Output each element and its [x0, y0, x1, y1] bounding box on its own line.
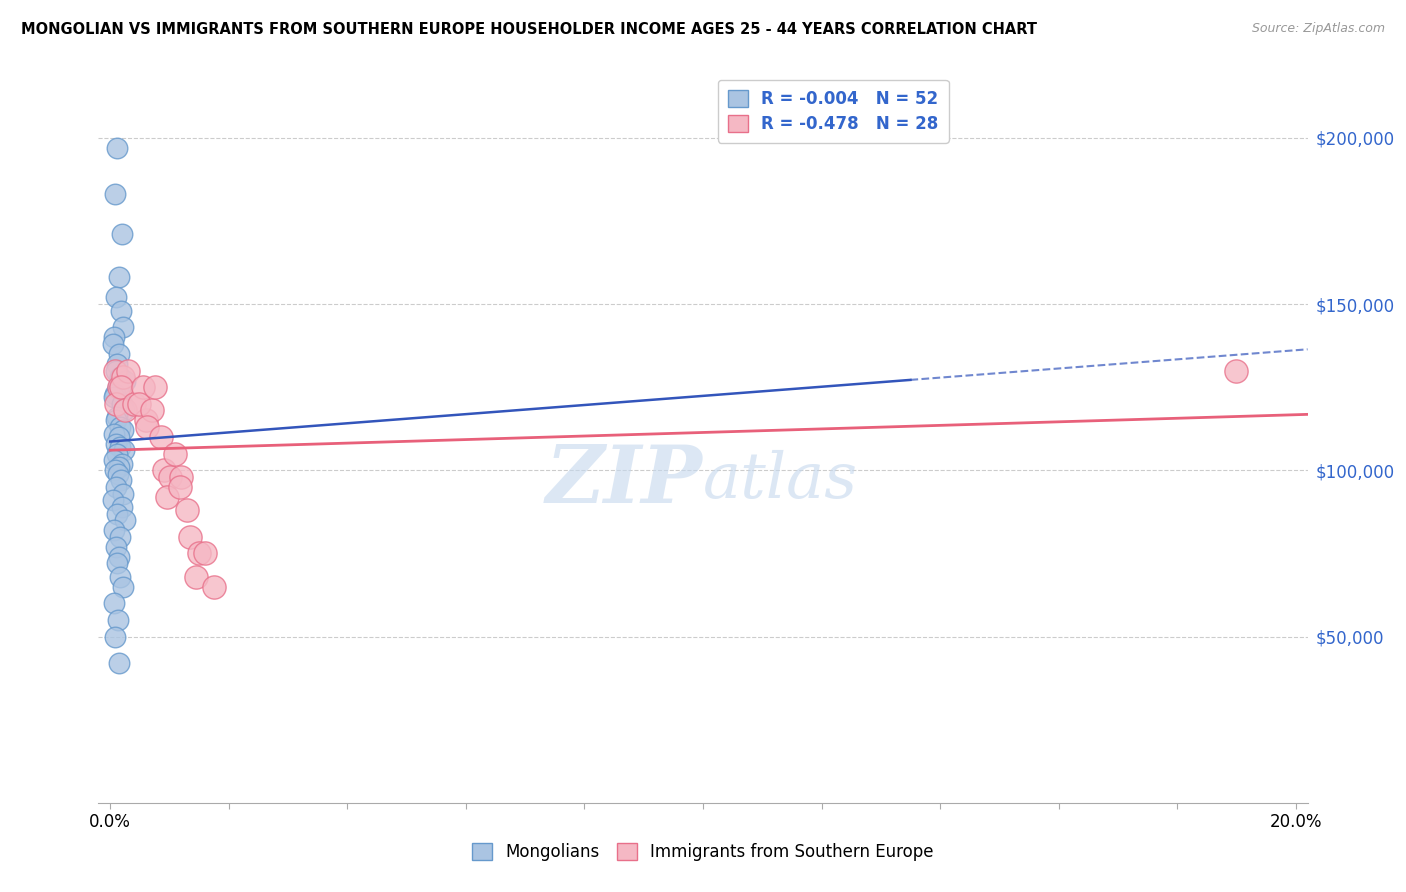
Point: [188, 546, 211, 560]
Text: Source: ZipAtlas.com: Source: ZipAtlas.com: [1251, 22, 1385, 36]
Point: [143, 380, 166, 394]
Point: [107, 430, 129, 444]
Point: [105, 357, 128, 371]
Point: [107, 467, 129, 481]
Point: [104, 540, 127, 554]
Point: [186, 570, 208, 584]
Point: [152, 463, 174, 477]
Point: [114, 513, 136, 527]
Point: [112, 370, 135, 384]
Point: [103, 390, 125, 404]
Point: [107, 549, 129, 564]
Point: [105, 141, 128, 155]
Point: [104, 387, 127, 401]
Point: [103, 426, 125, 441]
Point: [108, 370, 131, 384]
Point: [108, 440, 131, 454]
Point: [112, 320, 135, 334]
Point: [141, 403, 163, 417]
Point: [114, 403, 136, 417]
Point: [110, 380, 132, 394]
Point: [105, 447, 128, 461]
Point: [108, 270, 131, 285]
Text: MONGOLIAN VS IMMIGRANTS FROM SOUTHERN EUROPE HOUSEHOLDER INCOME AGES 25 - 44 YEA: MONGOLIAN VS IMMIGRANTS FROM SOUTHERN EU…: [21, 22, 1038, 37]
Point: [170, 470, 193, 484]
Point: [202, 580, 225, 594]
Point: [103, 337, 125, 351]
Point: [105, 413, 128, 427]
Point: [111, 457, 134, 471]
Point: [110, 473, 132, 487]
Point: [114, 443, 136, 458]
Point: [110, 420, 132, 434]
Point: [122, 397, 145, 411]
Point: [103, 330, 125, 344]
Point: [149, 430, 172, 444]
Point: [108, 656, 131, 670]
Point: [103, 493, 125, 508]
Point: [159, 470, 181, 484]
Point: [103, 523, 125, 537]
Text: ZIP: ZIP: [546, 442, 703, 520]
Point: [169, 480, 191, 494]
Point: [176, 503, 198, 517]
Point: [105, 557, 128, 571]
Point: [107, 347, 129, 361]
Point: [111, 580, 134, 594]
Point: [110, 397, 132, 411]
Point: [1225, 363, 1247, 377]
Point: [179, 530, 201, 544]
Point: [105, 290, 128, 304]
Point: [105, 397, 128, 411]
Point: [104, 187, 127, 202]
Point: [165, 447, 187, 461]
Point: [117, 363, 139, 377]
Point: [103, 453, 125, 467]
Point: [136, 420, 159, 434]
Point: [128, 397, 150, 411]
Point: [104, 363, 127, 377]
Legend: Mongolians, Immigrants from Southern Europe: Mongolians, Immigrants from Southern Eur…: [465, 836, 941, 868]
Point: [108, 530, 131, 544]
Point: [107, 613, 129, 627]
Point: [103, 596, 125, 610]
Point: [110, 500, 132, 514]
Point: [104, 436, 127, 450]
Point: [108, 460, 131, 475]
Point: [112, 403, 135, 417]
Point: [105, 410, 128, 425]
Point: [114, 374, 136, 388]
Point: [104, 463, 127, 477]
Point: [105, 507, 128, 521]
Point: [104, 630, 127, 644]
Point: [155, 490, 177, 504]
Point: [104, 363, 127, 377]
Point: [112, 486, 135, 500]
Point: [107, 380, 129, 394]
Point: [110, 303, 132, 318]
Point: [105, 480, 128, 494]
Point: [111, 227, 134, 242]
Point: [110, 570, 132, 584]
Point: [194, 546, 217, 560]
Point: [111, 424, 134, 438]
Point: [132, 380, 155, 394]
Point: [135, 413, 157, 427]
Point: [108, 380, 131, 394]
Text: atlas: atlas: [703, 450, 858, 512]
